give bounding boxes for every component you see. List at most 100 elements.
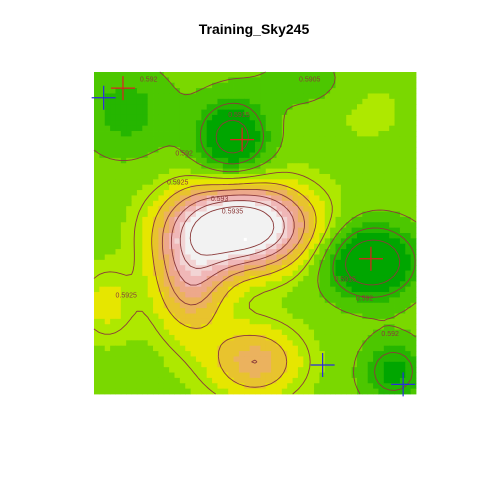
heatmap-cell xyxy=(260,88,267,94)
heatmap-cell xyxy=(147,147,154,153)
heatmap-cell xyxy=(356,109,363,116)
heatmap-cell xyxy=(212,243,218,250)
heatmap-cell xyxy=(255,345,261,352)
heatmap-cell xyxy=(222,329,229,336)
heatmap-cell xyxy=(410,377,417,384)
heatmap-cell xyxy=(147,297,154,304)
heatmap-cell xyxy=(126,281,132,288)
heatmap-cell xyxy=(185,190,191,196)
heatmap-cell xyxy=(126,238,132,245)
heatmap-cell xyxy=(281,377,288,384)
heatmap-cell xyxy=(378,259,385,266)
heatmap-cell xyxy=(260,313,267,320)
heatmap-cell xyxy=(340,168,347,175)
heatmap-cell xyxy=(110,82,116,89)
heatmap-cell xyxy=(238,238,245,245)
heatmap-cell xyxy=(410,93,417,100)
heatmap-cell xyxy=(126,184,132,191)
heatmap-cell xyxy=(378,109,385,116)
heatmap-cell xyxy=(195,329,202,336)
blue-cross-marker xyxy=(91,85,116,110)
heatmap-cell xyxy=(373,125,379,132)
heatmap-cell xyxy=(324,136,331,143)
heatmap-cell xyxy=(405,88,412,94)
heatmap-cell xyxy=(340,72,347,78)
heatmap-cell xyxy=(394,329,401,336)
heatmap-cell xyxy=(233,227,240,234)
heatmap-cell xyxy=(265,114,272,121)
heatmap-cell xyxy=(228,351,234,357)
heatmap-cell xyxy=(378,292,385,298)
heatmap-cell xyxy=(195,109,202,116)
heatmap-cell xyxy=(233,173,240,180)
heatmap-cell xyxy=(287,141,293,148)
heatmap-cell xyxy=(110,136,116,143)
heatmap-cell xyxy=(260,157,267,164)
heatmap-cell xyxy=(169,184,175,191)
heatmap-cell xyxy=(271,377,277,384)
heatmap-cell xyxy=(346,243,352,250)
heatmap-cell xyxy=(115,286,122,293)
heatmap-cell xyxy=(378,163,385,169)
heatmap-cell xyxy=(163,72,170,78)
heatmap-cell xyxy=(99,297,106,304)
heatmap-cell xyxy=(217,104,224,110)
heatmap-cell xyxy=(292,254,299,261)
heatmap-cell xyxy=(94,356,100,363)
heatmap-cell xyxy=(153,367,159,373)
heatmap-cell xyxy=(335,136,342,143)
heatmap-cell xyxy=(190,109,197,116)
heatmap-cell xyxy=(228,179,234,186)
heatmap-cell xyxy=(206,340,213,347)
heatmap-cell xyxy=(308,334,315,341)
heatmap-cell xyxy=(308,173,315,180)
heatmap-cell xyxy=(410,356,417,363)
heatmap-cell xyxy=(153,297,159,304)
heatmap-cell xyxy=(255,367,261,373)
heatmap-cell xyxy=(383,340,390,347)
heatmap-cell xyxy=(383,93,390,100)
heatmap-cell xyxy=(276,141,283,148)
heatmap-cell xyxy=(324,82,331,89)
heatmap-cell xyxy=(185,367,191,373)
heatmap-cell xyxy=(99,206,106,212)
heatmap-cell xyxy=(265,254,272,261)
heatmap-cell xyxy=(126,334,132,341)
heatmap-cell xyxy=(126,152,132,159)
heatmap-cell xyxy=(212,98,218,105)
heatmap-cell xyxy=(314,302,320,309)
heatmap-cell xyxy=(410,265,417,271)
heatmap-cell xyxy=(212,351,218,357)
heatmap-cell xyxy=(340,351,347,357)
heatmap-cell xyxy=(292,125,299,132)
heatmap-cell xyxy=(201,281,208,288)
heatmap-cell xyxy=(281,141,288,148)
heatmap-cell xyxy=(335,259,342,266)
heatmap-cell xyxy=(99,233,106,239)
heatmap-cell xyxy=(185,254,191,261)
heatmap-cell xyxy=(346,179,352,186)
heatmap-cell xyxy=(179,195,186,202)
heatmap-cell xyxy=(222,141,229,148)
heatmap-cell xyxy=(228,367,234,373)
heatmap-cell xyxy=(158,157,165,164)
heatmap-cell xyxy=(206,222,213,229)
heatmap-cell xyxy=(249,292,256,298)
heatmap-cell xyxy=(399,184,406,191)
heatmap-cell xyxy=(340,270,347,277)
heatmap-cell xyxy=(104,313,111,320)
heatmap-cell xyxy=(410,367,417,373)
heatmap-cell xyxy=(314,324,320,330)
heatmap-cell xyxy=(104,88,111,94)
heatmap-cell xyxy=(362,77,369,84)
heatmap-cell xyxy=(120,233,127,239)
heatmap-cell xyxy=(314,259,320,266)
heatmap-cell xyxy=(297,372,304,379)
heatmap-cell xyxy=(405,249,412,255)
heatmap-cell xyxy=(238,227,245,234)
heatmap-cell xyxy=(271,243,277,250)
heatmap-cell xyxy=(206,313,213,320)
heatmap-cell xyxy=(303,308,310,314)
heatmap-cell xyxy=(394,313,401,320)
heatmap-cell xyxy=(410,270,417,277)
